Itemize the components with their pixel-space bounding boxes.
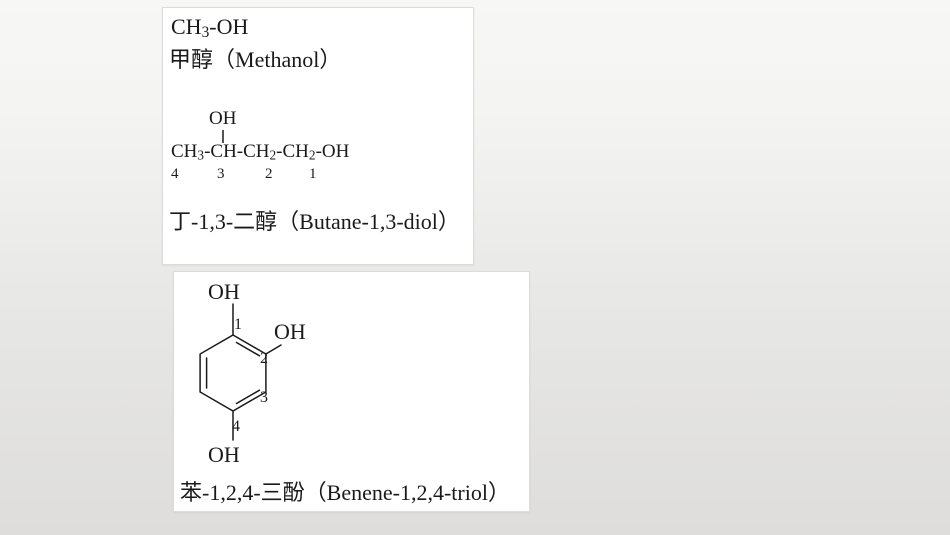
panel-bottom: OH OH OH 1 2 3 4 <box>173 271 530 512</box>
butanediol-chain: CH3-CH-CH2-CH2-OH <box>171 141 349 164</box>
butanediol-oh-top: OH <box>209 108 236 130</box>
methanol-label-en: Methanol <box>235 47 319 72</box>
butanediol-num-4: 4 <box>171 166 179 183</box>
benzenetriol-label: 苯-1,2,4-三酚（Benene-1,2,4-triol） <box>180 475 510 507</box>
butanediol-num-2: 2 <box>265 166 273 183</box>
panel-top-content: CH3-OH 甲醇（Methanol） OH CH3-CH-CH2-CH2-OH… <box>163 8 473 264</box>
butanediol-num-3: 3 <box>217 166 225 183</box>
butanediol-num-1: 1 <box>309 166 317 183</box>
benzenetriol-label-cn: 苯-1,2,4-三酚 <box>180 480 305 505</box>
methanol-label: 甲醇（Methanol） <box>169 42 341 74</box>
methanol-formula: CH3-OH <box>171 14 248 42</box>
butanediol-label-en: Butane-1,3-diol <box>299 209 438 234</box>
benzenetriol-label-en: Benene-1,2,4-triol <box>327 480 488 505</box>
panel-bottom-content: OH OH OH 1 2 3 4 <box>174 272 529 511</box>
panel-top: CH3-OH 甲醇（Methanol） OH CH3-CH-CH2-CH2-OH… <box>162 7 474 265</box>
benzenetriol-ring <box>174 272 334 482</box>
methanol-label-cn: 甲醇 <box>169 47 213 72</box>
butanediol-label: 丁-1,3-二醇（Butane-1,3-diol） <box>169 204 460 236</box>
butanediol-label-cn: 丁-1,3-二醇 <box>169 209 277 234</box>
